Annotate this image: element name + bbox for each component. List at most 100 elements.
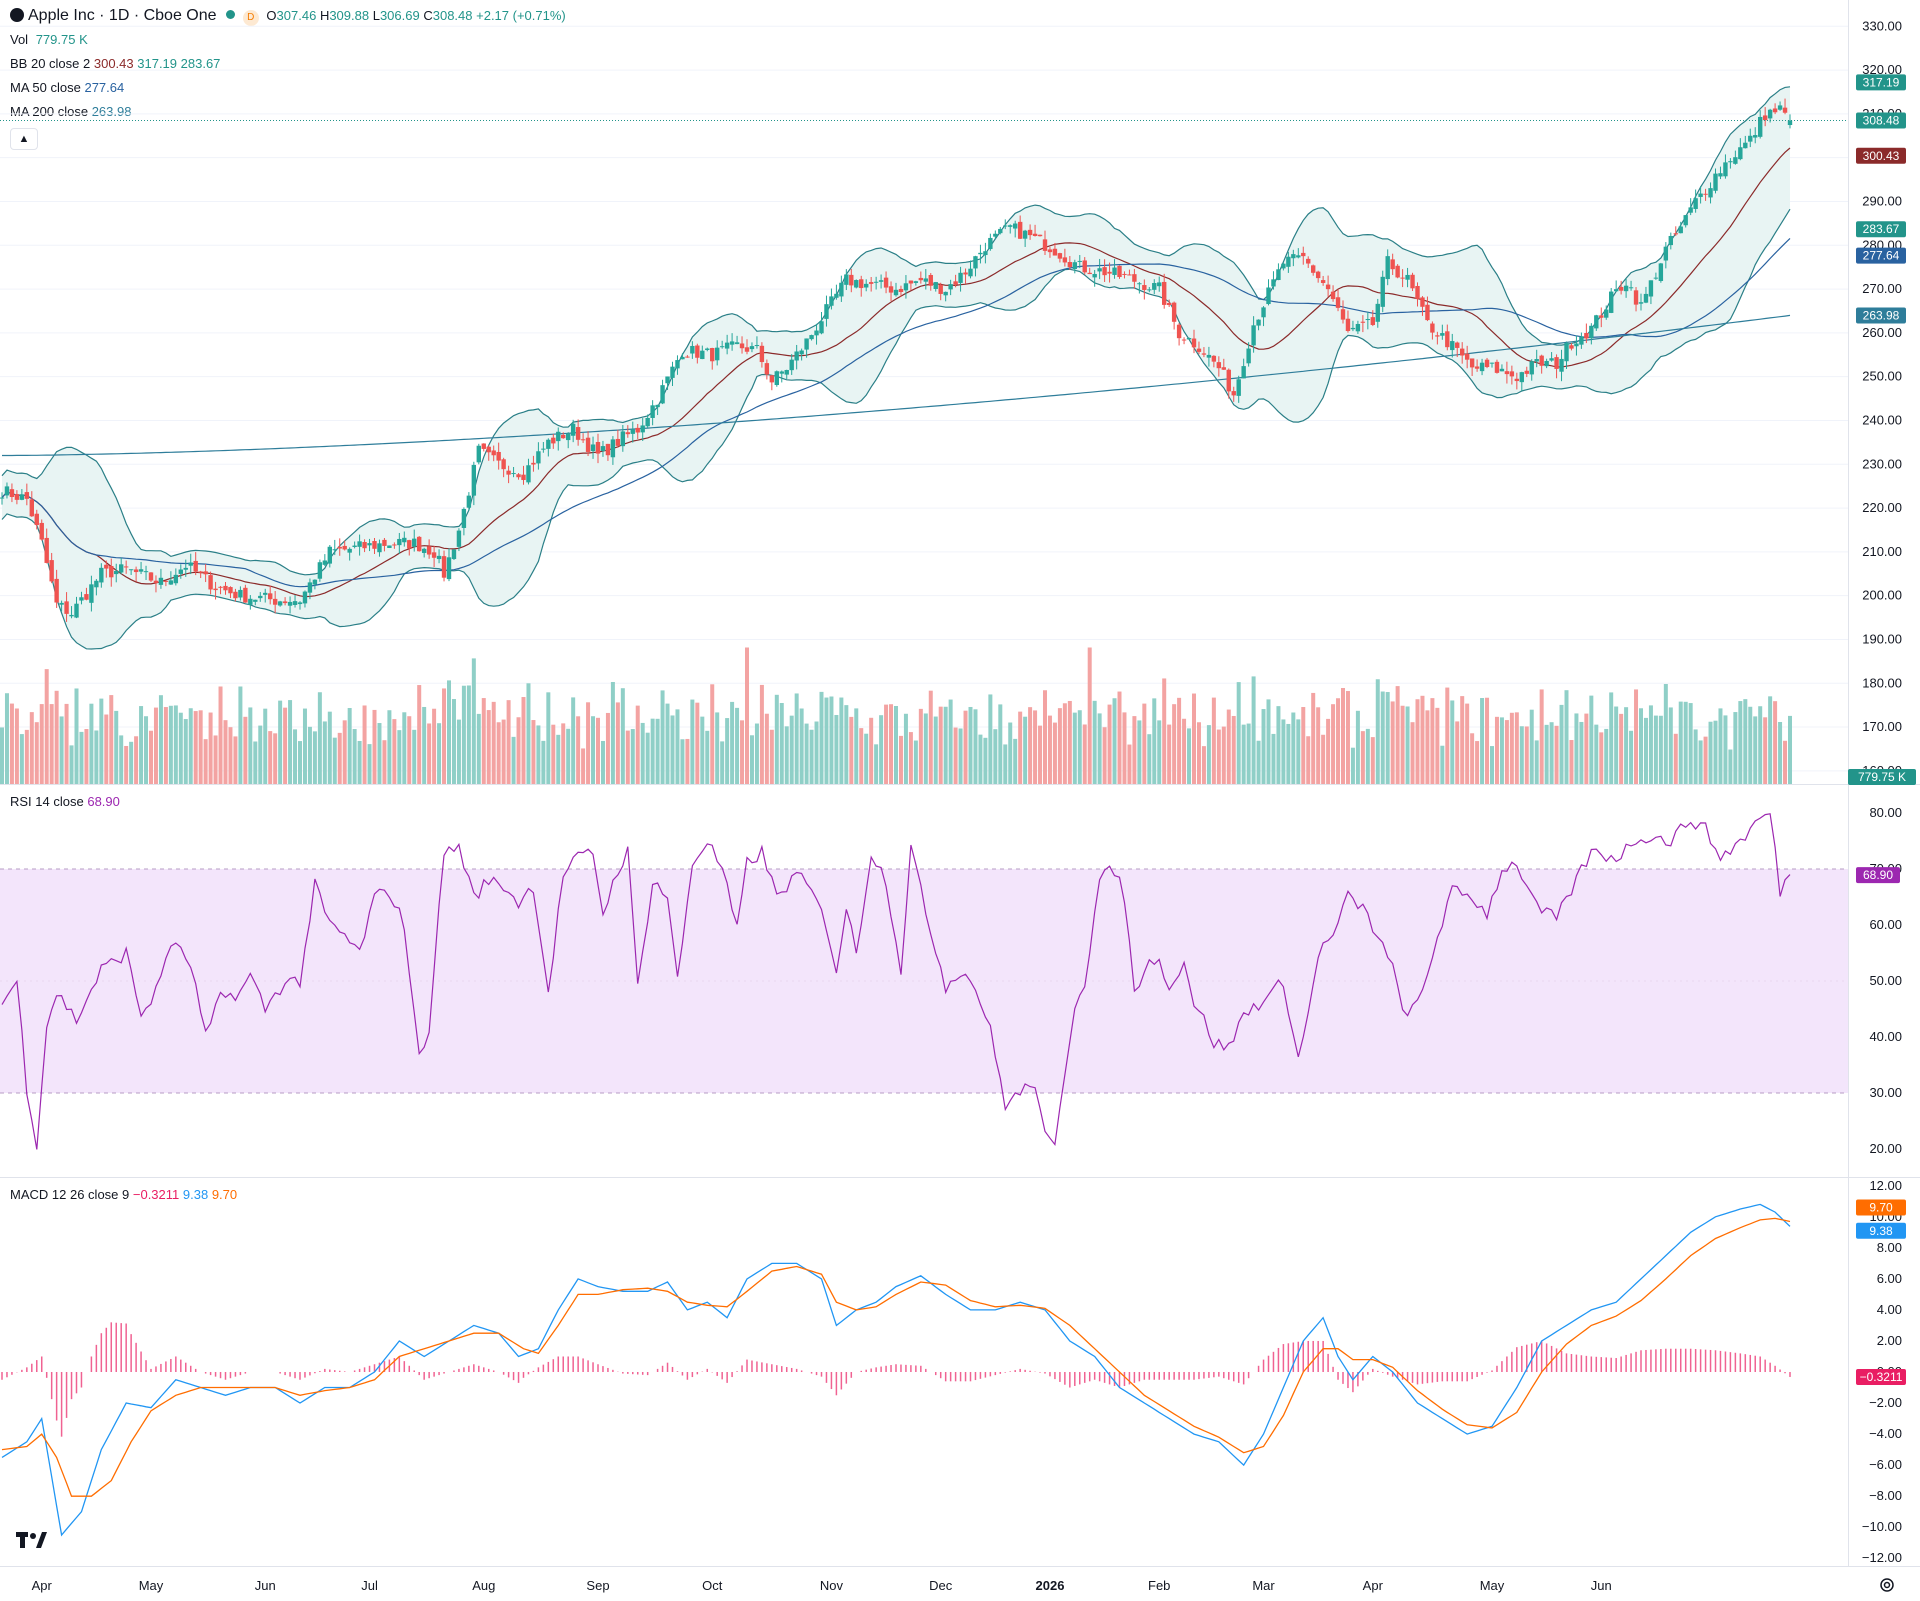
candle-body bbox=[1311, 265, 1316, 273]
low-label: L bbox=[372, 8, 380, 23]
volume-bar bbox=[14, 708, 19, 784]
volume-bar bbox=[879, 715, 884, 784]
candle-body bbox=[521, 474, 526, 481]
volume-bar bbox=[759, 684, 764, 784]
volume-bar bbox=[208, 712, 213, 784]
volume-bar bbox=[1052, 722, 1057, 784]
legend-ma50[interactable]: MA 50 close 277.64 bbox=[10, 80, 124, 96]
volume-bar bbox=[69, 745, 74, 784]
volume-bar bbox=[402, 712, 407, 784]
candle-body bbox=[635, 427, 640, 433]
candle-body bbox=[1529, 361, 1534, 375]
time-tick-label: Dec bbox=[929, 1578, 953, 1593]
candle-body bbox=[1653, 277, 1659, 279]
candle-body bbox=[44, 537, 49, 563]
legend-bb[interactable]: BB 20 close 2 300.43 317.19 283.67 bbox=[10, 56, 220, 72]
candle-body bbox=[918, 277, 924, 281]
candle-body bbox=[1758, 116, 1763, 137]
macd-tick-label: 12.00 bbox=[1869, 1178, 1902, 1193]
candle-body bbox=[307, 582, 313, 593]
candle-body bbox=[193, 560, 198, 572]
volume-bar bbox=[1390, 701, 1395, 784]
macd-hist-value: −0.3211 bbox=[132, 1187, 180, 1202]
candle-body bbox=[178, 569, 183, 574]
candle-body bbox=[700, 350, 705, 360]
volume-bar bbox=[268, 731, 273, 784]
candle-body bbox=[109, 565, 114, 578]
price-tick-label: 240.00 bbox=[1862, 412, 1902, 427]
candle-body bbox=[710, 348, 715, 362]
candle-body bbox=[39, 522, 44, 540]
candle-body bbox=[859, 279, 864, 289]
candle-body bbox=[1718, 173, 1723, 177]
volume-bar bbox=[1514, 712, 1519, 784]
candle-body bbox=[213, 588, 218, 591]
candle-body bbox=[1613, 289, 1619, 292]
volume-bar bbox=[1057, 708, 1062, 784]
price-tick-label: 270.00 bbox=[1862, 281, 1902, 296]
candle-body bbox=[367, 543, 372, 546]
candle-body bbox=[1291, 254, 1296, 259]
volume-bar bbox=[784, 726, 789, 784]
legend-macd[interactable]: MACD 12 26 close 9 −0.3211 9.38 9.70 bbox=[10, 1187, 237, 1203]
candle-body bbox=[1360, 321, 1366, 323]
legend-vol[interactable]: Vol 779.75 K bbox=[10, 32, 88, 48]
volume-bar bbox=[1738, 701, 1743, 784]
price-tag bbox=[1856, 74, 1906, 91]
volume-bar bbox=[89, 703, 94, 784]
volume-bar bbox=[1435, 707, 1440, 784]
candle-body bbox=[511, 473, 516, 475]
tradingview-logo[interactable] bbox=[14, 1528, 48, 1550]
candle-body bbox=[382, 539, 387, 546]
bb-lower-value: 283.67 bbox=[180, 56, 221, 71]
volume-bar bbox=[620, 688, 625, 784]
volume-bar bbox=[1370, 737, 1375, 784]
volume-bar bbox=[918, 708, 923, 784]
volume-bar bbox=[740, 720, 745, 784]
candle-body bbox=[1286, 256, 1291, 267]
candle-body bbox=[983, 251, 988, 256]
legend-ma200[interactable]: MA 200 close 263.98 bbox=[10, 104, 131, 120]
candle-body bbox=[546, 439, 551, 449]
volume-bar bbox=[546, 692, 551, 784]
legend-collapse-button[interactable]: ▲ bbox=[10, 128, 38, 150]
volume-bar bbox=[789, 715, 794, 784]
volume-bar bbox=[1559, 704, 1564, 784]
candle-body bbox=[1524, 370, 1529, 374]
candle-body bbox=[1494, 361, 1500, 373]
volume-bar bbox=[312, 731, 317, 784]
candle-body bbox=[888, 286, 894, 293]
legend-rsi[interactable]: RSI 14 close 68.90 bbox=[10, 794, 120, 810]
time-tick-label: Mar bbox=[1252, 1578, 1275, 1593]
candle-body bbox=[1564, 343, 1569, 362]
volume-bar bbox=[536, 725, 541, 784]
macd-tag bbox=[1856, 1368, 1906, 1385]
volume-bar bbox=[382, 740, 387, 784]
candle-body bbox=[233, 591, 238, 599]
time-tick-label: May bbox=[139, 1578, 164, 1593]
symbol-title[interactable]: Apple Inc · 1D · Cboe One bbox=[28, 7, 217, 24]
candle-body bbox=[446, 557, 452, 580]
candle-body bbox=[680, 356, 685, 360]
candle-body bbox=[993, 233, 998, 237]
market-open-dot-icon bbox=[226, 10, 236, 19]
candle-body bbox=[1137, 283, 1142, 285]
volume-bar bbox=[79, 731, 84, 784]
volume-bar bbox=[1033, 710, 1038, 784]
settings-gear-button[interactable] bbox=[1876, 1574, 1898, 1596]
volume-bar bbox=[1544, 724, 1549, 784]
candle-body bbox=[392, 544, 397, 546]
candle-body bbox=[322, 560, 328, 565]
candle-body bbox=[1087, 272, 1092, 275]
candle-body bbox=[968, 268, 973, 277]
volume-bar bbox=[630, 729, 635, 784]
candle-body bbox=[625, 432, 630, 435]
volume-bar bbox=[764, 713, 769, 784]
volume-bar bbox=[610, 682, 615, 784]
volume-bar bbox=[889, 704, 894, 784]
volume-bar bbox=[412, 729, 417, 784]
candle-body bbox=[893, 289, 899, 296]
candle-body bbox=[1335, 297, 1341, 308]
